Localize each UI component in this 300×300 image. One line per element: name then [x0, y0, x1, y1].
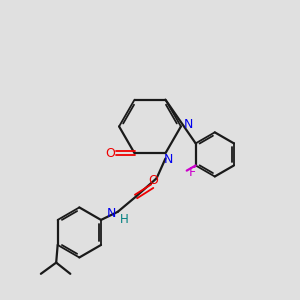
Text: O: O: [105, 147, 115, 160]
Text: N: N: [184, 118, 193, 131]
Text: N: N: [164, 153, 173, 166]
Text: N: N: [107, 207, 117, 220]
Text: O: O: [149, 174, 159, 187]
Text: H: H: [120, 213, 129, 226]
Text: F: F: [189, 166, 196, 178]
